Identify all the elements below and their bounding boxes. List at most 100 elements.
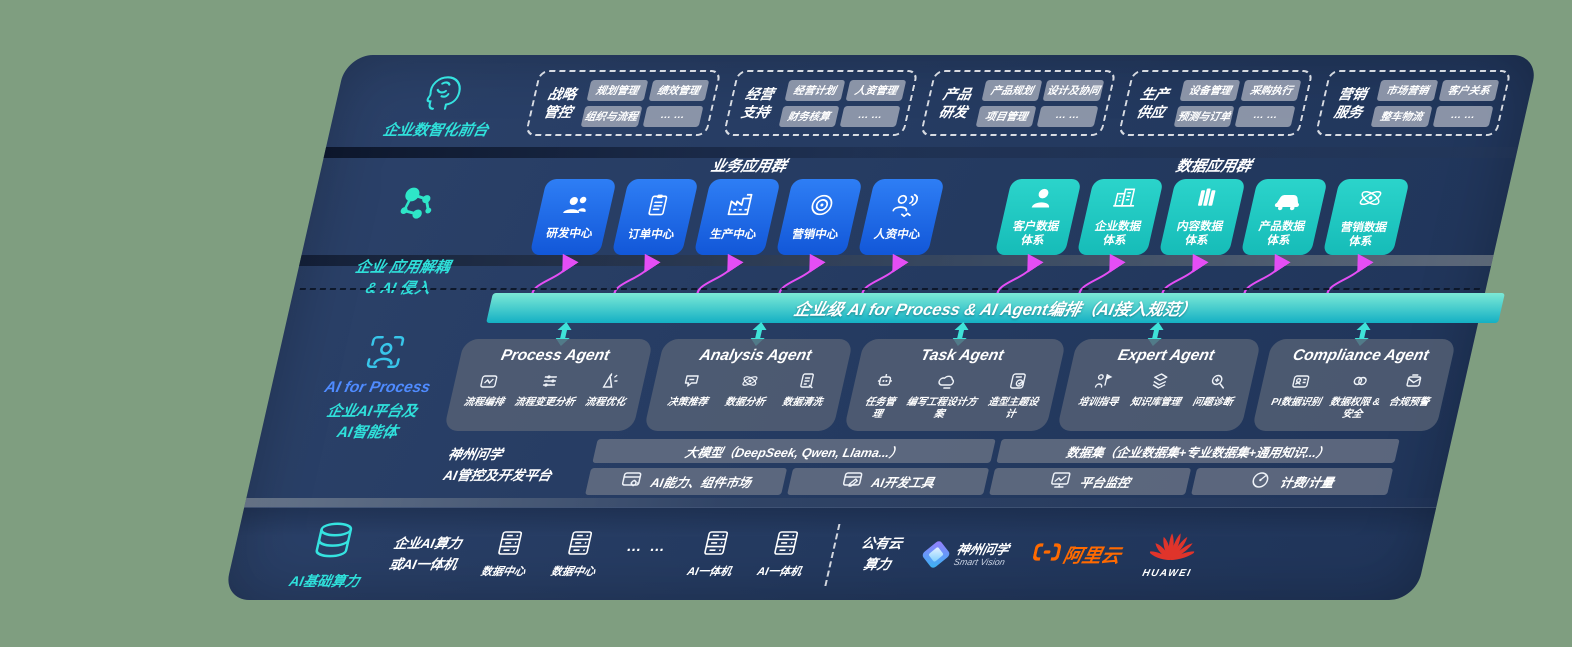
business-apps-header: 业务应用群 (709, 158, 789, 175)
id-card-icon (1289, 372, 1312, 394)
tile-label: 生产中心 (708, 229, 758, 241)
agent-item: 造型主题设计 (980, 372, 1050, 421)
tile-label: 内容数据 体系 (1175, 221, 1225, 247)
workflow-icon (477, 372, 500, 394)
architecture-panel: 企业数智化前台 企业 应用解耦 & AI 侵入 (222, 55, 1539, 601)
atom-icon (1352, 184, 1387, 217)
orchestration-label: 企业级 AI for Process & AI Agent编排（AI接入规范） (791, 301, 1199, 319)
agent-item: PI数据识别 (1267, 372, 1328, 421)
alert-mail-icon (1402, 372, 1425, 394)
analysis-agent-card: Analysis Agent 决策推荐 数据分析 数据清洗 (643, 339, 854, 431)
optimize-icon (598, 372, 621, 394)
billing-cell: 计费/计量 (1191, 468, 1394, 495)
chip: … … (839, 105, 901, 127)
chip: 人资管理 (845, 79, 907, 101)
ai-appliance-node: AI一体机 (756, 530, 811, 579)
model-bar: 大模型（DeepSeek, Qwen, Llama...） (592, 439, 996, 463)
data-apps-header: 数据应用群 (1174, 158, 1254, 175)
task-robot-icon (873, 372, 896, 394)
group-title: 战略 管控 (542, 85, 578, 120)
server-icon (699, 530, 732, 559)
clipboard-icon (641, 191, 674, 224)
datacenter-node: 数据中心 (479, 530, 534, 579)
data-analysis-icon (738, 372, 761, 394)
group-title: 产品 研发 (937, 85, 974, 120)
agent-title: Expert Agent (1116, 347, 1216, 364)
front-office-rail: 企业数智化前台 (354, 71, 530, 140)
sliders-icon (538, 372, 561, 394)
agent-item: 知识库管理 (1129, 372, 1187, 409)
chip: 绩效管理 (648, 79, 710, 101)
decision-icon (680, 372, 703, 394)
group-product: 产品 研发 产品规划 设计及协同 项目管理 … … (919, 70, 1117, 136)
training-icon (1091, 372, 1114, 394)
agent-title: Compliance Agent (1291, 347, 1431, 364)
tile-marketing-data: 营销数据 体系 (1322, 179, 1410, 255)
agent-title: Process Agent (499, 347, 612, 364)
tile-label: 客户数据 体系 (1011, 221, 1061, 247)
platform-monitor-cell: 平台监控 (989, 468, 1192, 495)
team-icon (558, 192, 593, 223)
tile-label: 企业数据 体系 (1093, 221, 1143, 247)
chip: 市场营销 (1377, 79, 1439, 101)
chip: 设备管理 (1179, 79, 1241, 101)
chip: 采购执行 (1240, 79, 1302, 101)
person-scan-icon (301, 331, 471, 373)
chip: 经营计划 (784, 79, 846, 101)
cloud-edit-icon (935, 372, 958, 394)
chip: 设计及协同 (1042, 79, 1105, 101)
smart-vision-logo: 神州问学 Smart Vision (921, 539, 1011, 570)
chip: … … (1037, 105, 1099, 127)
aliyun-logo: 阿里云 (1031, 541, 1124, 569)
cloud-divider (824, 523, 841, 586)
tile-enterprise-data: 企业数据 体系 (1076, 179, 1164, 255)
chip: … … (1432, 105, 1494, 127)
chip: … … (642, 105, 704, 127)
building-icon (1107, 185, 1140, 216)
chip: 财务核算 (778, 105, 840, 127)
design-check-icon (1006, 372, 1029, 394)
chip: 预测与订单 (1173, 105, 1235, 127)
books-icon (1189, 185, 1222, 216)
group-production: 生产 供应 设备管理 采购执行 预测与订单 … … (1117, 70, 1314, 136)
group-title: 生产 供应 (1135, 85, 1171, 120)
tile-marketing-center: 营销中心 (775, 179, 863, 255)
server-icon (563, 530, 596, 559)
agents-row: Process Agent 流程编排 流程变更分析 流程优化 Analysis … (443, 339, 1457, 431)
ai-platform-label: 企业AI平台及 AI智能体 (325, 403, 419, 441)
huawei-flower-icon (1146, 530, 1198, 567)
brain-icon (360, 71, 530, 113)
compliance-agent-card: Compliance Agent PI数据识别 数据权限 & 安全 合规预警 (1251, 339, 1457, 431)
tile-label: 营销数据 体系 (1339, 222, 1389, 248)
car-icon (1269, 185, 1306, 216)
platform-model-column: 大模型（DeepSeek, Qwen, Llama...） AI能力、组件市场 … (585, 439, 996, 495)
group-title: 经营 支持 (739, 85, 776, 120)
tile-rd-center: 研发中心 (529, 179, 617, 255)
infrastructure-band: AI基础算力 企业AI算力 或AI一体机 数据中心 数据中心 … … AI一体机… (222, 507, 1437, 601)
agent-title: Analysis Agent (697, 347, 814, 364)
ai-platform-rail: AI for Process 企业AI平台及 AI智能体 (285, 331, 470, 443)
agent-item: 任务管理 (856, 372, 906, 421)
gauge-icon (1248, 471, 1273, 492)
agent-item: 问题诊断 (1191, 372, 1239, 409)
group-strategy: 战略 管控 规划管理 绩效管理 组织与流程 … … (524, 70, 722, 136)
chip: 客户关系 (1438, 79, 1500, 101)
app-decouple-rail: 企业 应用解耦 & AI 侵入 (310, 161, 507, 322)
agent-item: 数据权限 & 安全 (1326, 372, 1387, 421)
platform-label: 神州问学 AI管控及开发平台 (441, 447, 554, 483)
dataset-bar: 数据集（企业数据集+专业数据集+通用知识...） (996, 439, 1400, 463)
agent-item: 流程编排 (462, 372, 510, 409)
database-icon (305, 519, 362, 568)
group-operation: 经营 支持 经营计划 人资管理 财务核算 … … (722, 70, 919, 136)
ai-for-process-label: AI for Process (322, 379, 432, 396)
tile-label: 产品数据 体系 (1257, 221, 1307, 247)
app-decouple-label: 企业 应用解耦 & AI 侵入 (353, 258, 452, 298)
smart-vision-diamond-icon (921, 539, 952, 570)
task-agent-card: Task Agent 任务管理 编写工程设计方案 造型主题设计 (844, 339, 1067, 431)
chip: 产品规划 (981, 79, 1043, 101)
infra-rail: AI基础算力 (287, 519, 373, 591)
onprem-compute-label: 企业AI算力 或AI一体机 (387, 536, 464, 572)
permission-icon (1348, 372, 1371, 394)
more-nodes-ellipsis: … … (624, 538, 669, 555)
tile-label: 研发中心 (544, 228, 594, 240)
